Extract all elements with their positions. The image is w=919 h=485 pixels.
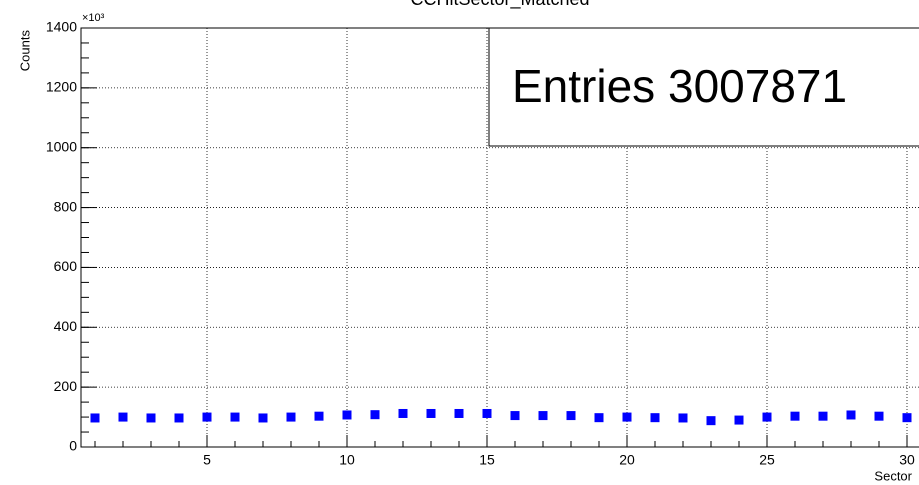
y-tick-label: 600 bbox=[54, 258, 78, 274]
marker bbox=[594, 413, 604, 423]
marker bbox=[902, 413, 912, 423]
x-tick-label: 15 bbox=[479, 452, 495, 468]
stats-value: 3007871 bbox=[668, 60, 847, 112]
y-tick-label: 1200 bbox=[46, 79, 77, 95]
marker bbox=[622, 412, 632, 422]
x-tick-label: 5 bbox=[203, 452, 211, 468]
marker bbox=[258, 413, 268, 423]
y-tick-label: 800 bbox=[54, 198, 78, 214]
marker bbox=[818, 411, 828, 421]
marker bbox=[174, 413, 184, 423]
marker bbox=[706, 416, 716, 426]
x-tick-label: 30 bbox=[899, 452, 915, 468]
y-axis-label: Counts bbox=[17, 30, 32, 72]
marker bbox=[482, 408, 492, 418]
y-tick-label: 1000 bbox=[46, 138, 77, 154]
marker bbox=[566, 411, 576, 421]
marker bbox=[230, 412, 240, 422]
marker bbox=[90, 413, 100, 423]
x-tick-label: 20 bbox=[619, 452, 635, 468]
marker bbox=[454, 408, 464, 418]
marker bbox=[146, 413, 156, 423]
marker bbox=[370, 410, 380, 420]
marker bbox=[874, 411, 884, 421]
y-tick-label: 1400 bbox=[46, 19, 77, 35]
y-tick-label: 400 bbox=[54, 318, 78, 334]
y-exponent: ×10³ bbox=[82, 12, 105, 24]
marker bbox=[202, 412, 212, 422]
stats-box bbox=[488, 27, 919, 147]
x-tick-label: 25 bbox=[759, 452, 775, 468]
marker bbox=[846, 410, 856, 420]
marker bbox=[118, 412, 128, 422]
marker bbox=[678, 413, 688, 423]
marker bbox=[510, 411, 520, 421]
marker bbox=[314, 411, 324, 421]
marker bbox=[286, 412, 296, 422]
y-tick-label: 0 bbox=[69, 438, 77, 454]
marker bbox=[538, 411, 548, 421]
marker bbox=[426, 408, 436, 418]
marker bbox=[762, 412, 772, 422]
marker bbox=[790, 411, 800, 421]
marker bbox=[342, 410, 352, 420]
marker bbox=[734, 415, 744, 425]
y-tick-label: 200 bbox=[54, 378, 78, 394]
chart-title: CCHitSector_Matched bbox=[410, 0, 589, 10]
x-tick-label: 10 bbox=[339, 452, 355, 468]
marker bbox=[398, 408, 408, 418]
stats-name: Entries bbox=[512, 60, 655, 112]
marker bbox=[650, 413, 660, 423]
x-axis-label: Sector bbox=[874, 468, 912, 483]
